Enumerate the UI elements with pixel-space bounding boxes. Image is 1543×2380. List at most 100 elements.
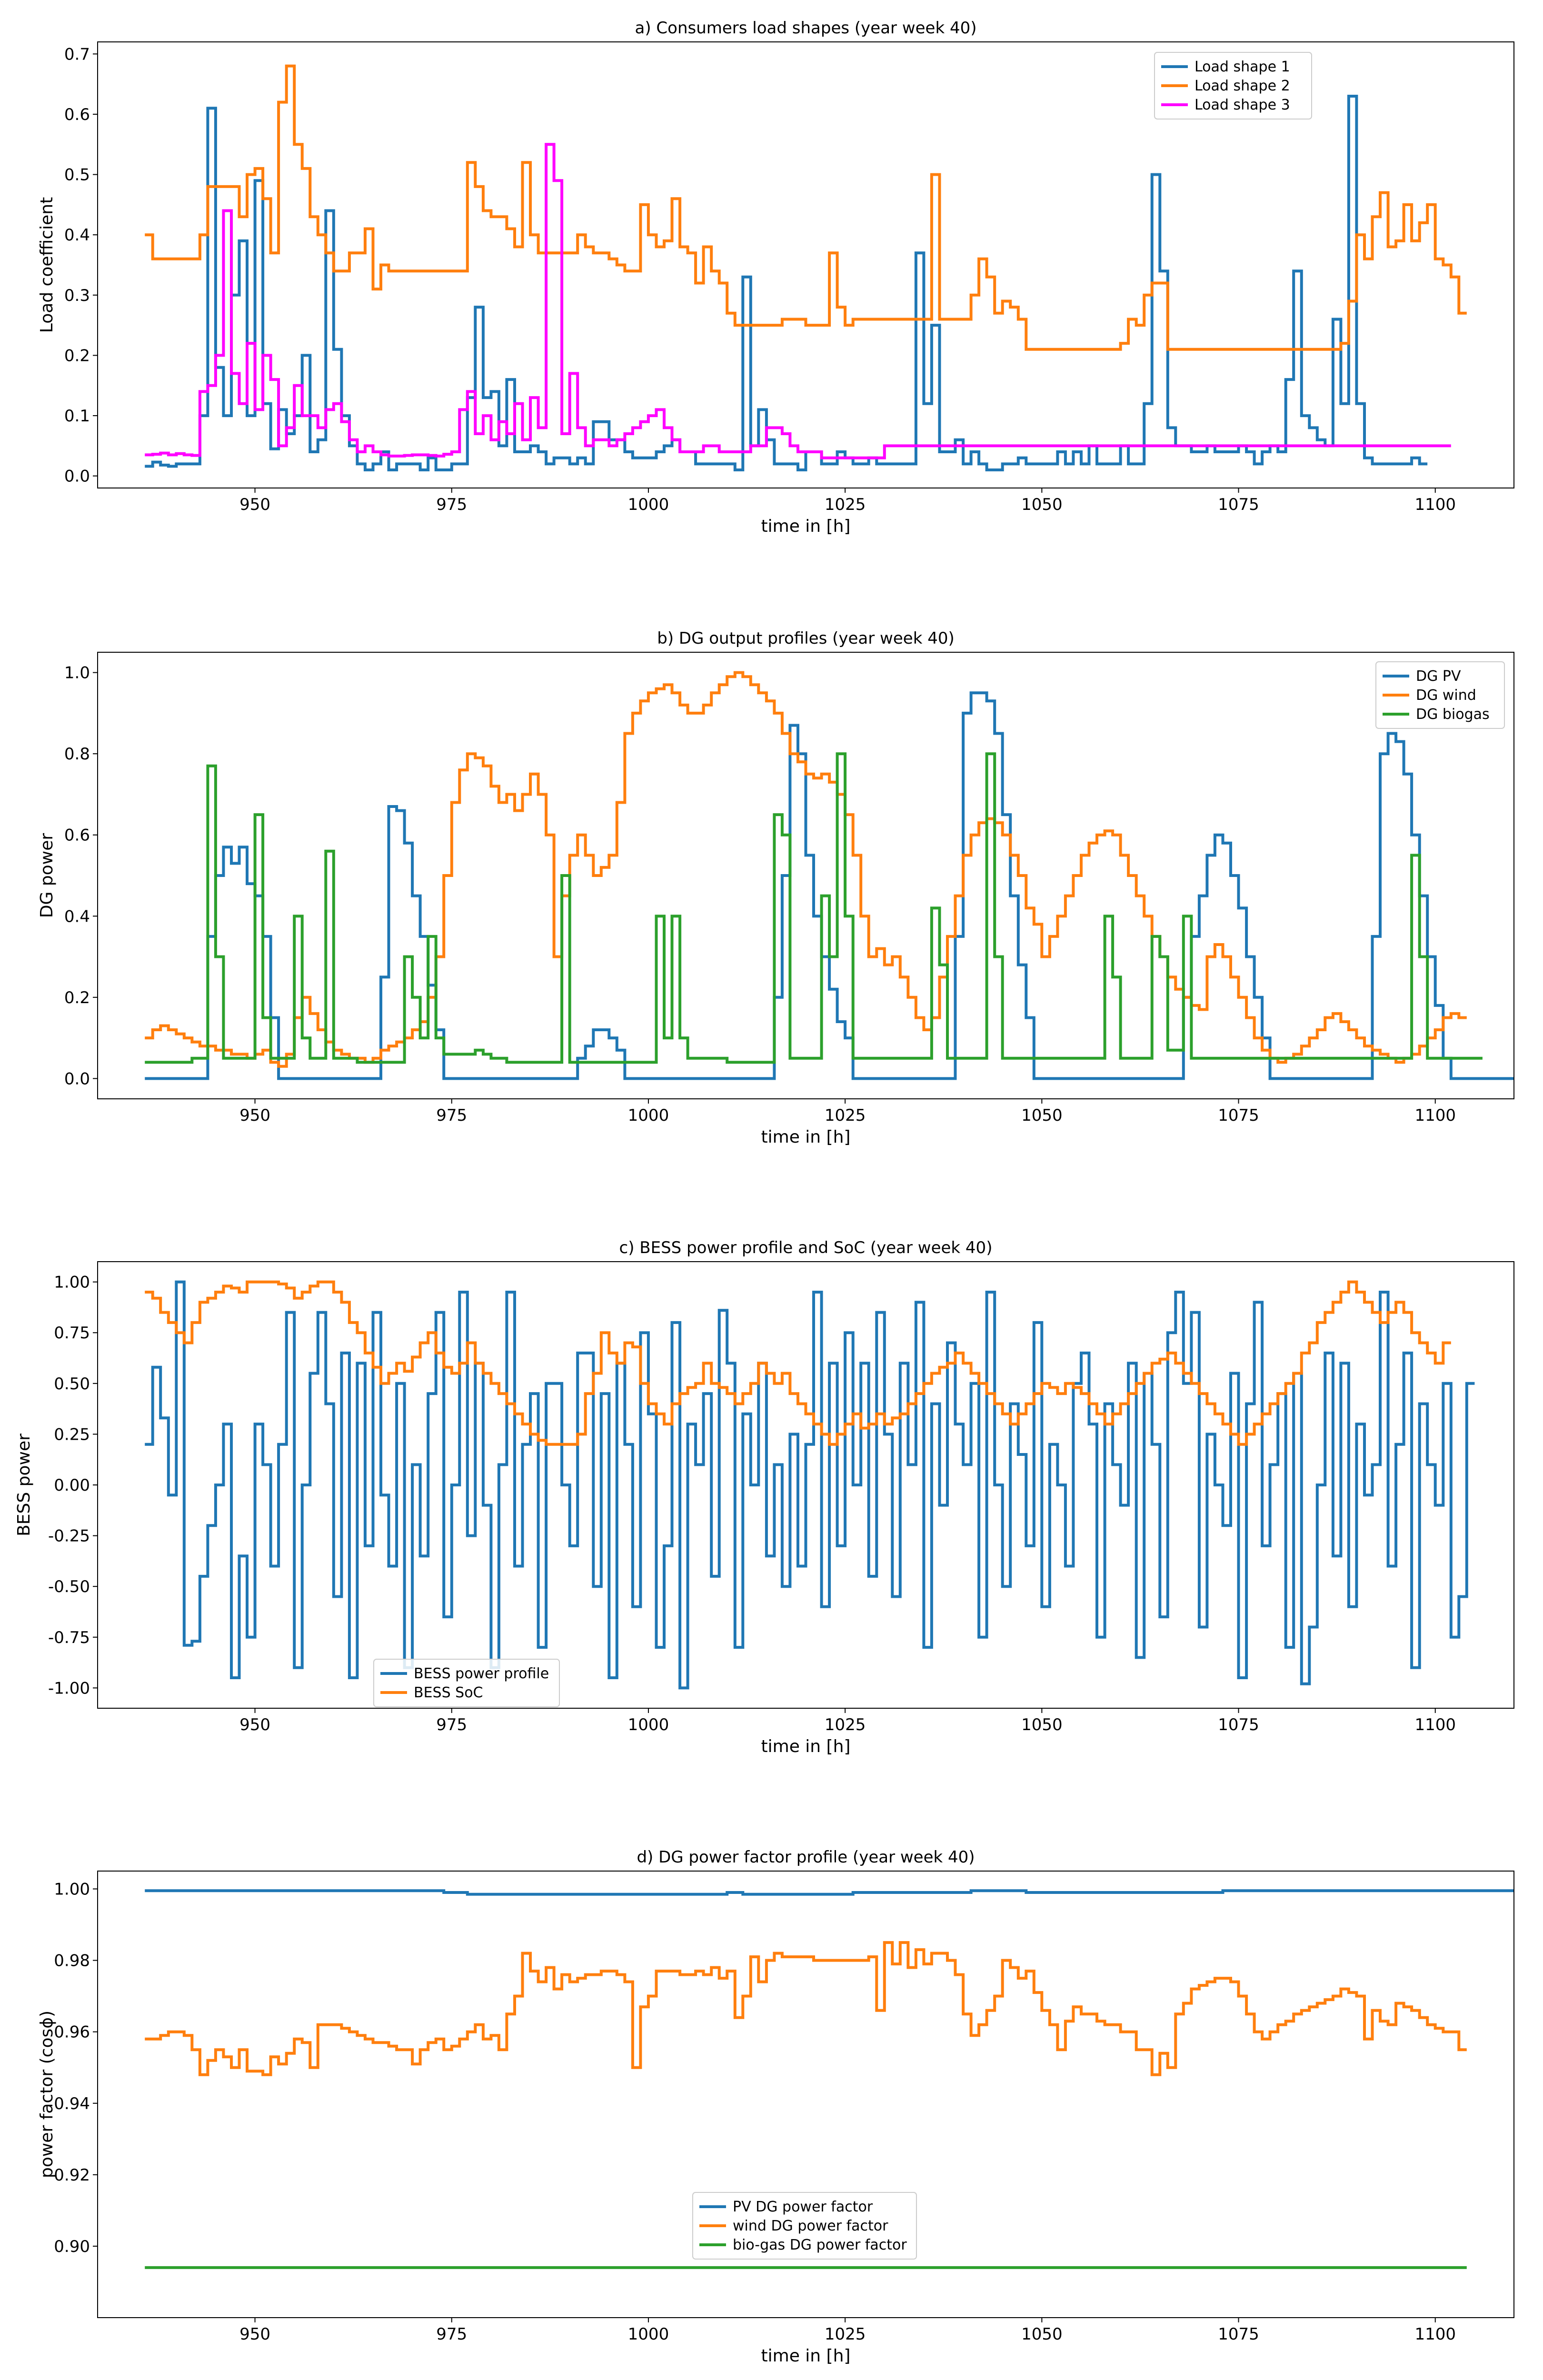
y-tick-label: 1.00 bbox=[54, 1880, 90, 1899]
chart-panel-2: b) DG output profiles (year week 40) 950 9… bbox=[37, 629, 1514, 1147]
x-tick-label: 950 bbox=[239, 2325, 270, 2344]
y-tick-label: -0.25 bbox=[48, 1527, 90, 1546]
x-tick-label: 1075 bbox=[1218, 495, 1259, 514]
y-tick-label: 1.00 bbox=[54, 1273, 90, 1292]
y-tick-label: 0.4 bbox=[64, 907, 90, 926]
legend: PV DG power factor wind DG power factor bi… bbox=[692, 2192, 917, 2260]
y-tick-label: 1.0 bbox=[64, 664, 90, 683]
y-tick-label: 0.1 bbox=[64, 407, 90, 426]
legend-label: BESS power profile bbox=[414, 1665, 549, 1682]
legend: BESS power profile BESS SoC bbox=[373, 1659, 560, 1707]
x-tick-label: 950 bbox=[239, 1715, 270, 1734]
legend: Load shape 1 Load shape 2 Load shape 3 bbox=[1154, 52, 1312, 119]
chart-panel-1: a) Consumers load shapes (year week 40) 9… bbox=[37, 19, 1514, 536]
y-tick-label: 0.00 bbox=[54, 1476, 90, 1495]
y-tick-label: 0.3 bbox=[64, 286, 90, 305]
y-axis-label: power factor (cosϕ) bbox=[37, 2011, 57, 2178]
y-tick-label: 0.25 bbox=[54, 1425, 90, 1444]
x-tick-label: 950 bbox=[239, 1106, 270, 1125]
y-tick-label: 0.98 bbox=[54, 1952, 90, 1971]
y-tick-label: 0.7 bbox=[64, 45, 90, 64]
y-axis-label: Load coefficient bbox=[37, 197, 57, 333]
y-tick-label: -0.50 bbox=[48, 1577, 90, 1596]
y-tick-label: 0.8 bbox=[64, 745, 90, 764]
series-line-1 bbox=[145, 1280, 1475, 1690]
y-tick-label: 0.96 bbox=[54, 2023, 90, 2042]
legend-label: DG PV bbox=[1416, 668, 1461, 685]
x-tick-label: 1050 bbox=[1021, 495, 1063, 514]
x-tick-label: 1025 bbox=[825, 1715, 866, 1734]
chart-panel-3: c) BESS power profile and SoC (year week… bbox=[14, 1238, 1514, 1756]
y-tick-label: 0.2 bbox=[64, 988, 90, 1007]
legend-label: Load shape 2 bbox=[1195, 78, 1290, 94]
x-axis-label: time in [h] bbox=[761, 517, 851, 536]
series-line-1 bbox=[145, 95, 1428, 471]
y-tick-label: -1.00 bbox=[48, 1679, 90, 1698]
x-tick-label: 1050 bbox=[1021, 2325, 1063, 2344]
plot-frame bbox=[97, 41, 1514, 488]
legend-label: PV DG power factor bbox=[733, 2199, 873, 2215]
x-axis-label: time in [h] bbox=[761, 2346, 851, 2366]
x-tick-label: 1000 bbox=[628, 495, 669, 514]
plot-frame bbox=[97, 652, 1514, 1099]
y-tick-label: 0.6 bbox=[64, 105, 90, 124]
chart-panel-4: d) DG power factor profile (year week 40… bbox=[37, 1848, 1514, 2366]
y-axis-label: BESS power bbox=[14, 1434, 34, 1536]
y-tick-label: 0.92 bbox=[54, 2166, 90, 2185]
legend-box bbox=[1375, 661, 1505, 729]
x-tick-label: 1075 bbox=[1218, 1106, 1259, 1125]
legend-label: DG biogas bbox=[1416, 706, 1490, 723]
x-tick-label: 1050 bbox=[1021, 1106, 1063, 1125]
x-tick-label: 950 bbox=[239, 495, 270, 514]
x-axis-label: time in [h] bbox=[761, 1127, 851, 1147]
x-tick-label: 1100 bbox=[1414, 2325, 1456, 2344]
chart-title: d) DG power factor profile (year week 40… bbox=[637, 1848, 975, 1867]
x-tick-label: 1100 bbox=[1414, 1106, 1456, 1125]
series-line-1 bbox=[145, 691, 1514, 1080]
legend-label: Load shape 1 bbox=[1195, 59, 1290, 75]
plot-frame bbox=[97, 1871, 1514, 2318]
series-line-3 bbox=[145, 143, 1451, 459]
legend: DG PV DG wind DG biogas bbox=[1375, 661, 1505, 729]
y-tick-label: 0.0 bbox=[64, 467, 90, 486]
series-line-2 bbox=[145, 671, 1467, 1068]
series-line-3 bbox=[145, 752, 1483, 1064]
x-tick-label: 1075 bbox=[1218, 1715, 1259, 1734]
chart-title: c) BESS power profile and SoC (year week… bbox=[619, 1238, 993, 1257]
series-line-2 bbox=[145, 1941, 1467, 2076]
legend-box bbox=[692, 2192, 917, 2260]
y-tick-label: 0.94 bbox=[54, 2094, 90, 2113]
x-tick-label: 1075 bbox=[1218, 2325, 1259, 2344]
legend-label: BESS SoC bbox=[414, 1684, 483, 1701]
y-tick-label: 0.5 bbox=[64, 166, 90, 185]
series-line-2 bbox=[145, 1280, 1451, 1446]
legend-label: wind DG power factor bbox=[733, 2218, 888, 2234]
y-tick-label: 0.2 bbox=[64, 346, 90, 365]
series-line-2 bbox=[145, 64, 1467, 351]
x-tick-label: 975 bbox=[436, 495, 467, 514]
x-tick-label: 975 bbox=[436, 1715, 467, 1734]
y-tick-label: 0.90 bbox=[54, 2237, 90, 2256]
x-tick-label: 1025 bbox=[825, 1106, 866, 1125]
x-tick-label: 1000 bbox=[628, 1106, 669, 1125]
y-tick-label: 0.75 bbox=[54, 1324, 90, 1343]
series-line-1 bbox=[145, 1889, 1514, 1896]
y-tick-label: 0.6 bbox=[64, 826, 90, 845]
x-tick-label: 1000 bbox=[628, 1715, 669, 1734]
chart-title: a) Consumers load shapes (year week 40) bbox=[635, 19, 977, 38]
x-tick-label: 1000 bbox=[628, 2325, 669, 2344]
x-tick-label: 1025 bbox=[825, 495, 866, 514]
y-tick-label: -0.75 bbox=[48, 1628, 90, 1647]
x-tick-label: 1050 bbox=[1021, 1715, 1063, 1734]
x-tick-label: 1100 bbox=[1414, 495, 1456, 514]
legend-box bbox=[1154, 52, 1312, 119]
legend-label: bio-gas DG power factor bbox=[733, 2237, 907, 2253]
x-tick-label: 975 bbox=[436, 1106, 467, 1125]
y-tick-label: 0.4 bbox=[64, 226, 90, 245]
legend-label: Load shape 3 bbox=[1195, 97, 1290, 113]
chart-title: b) DG output profiles (year week 40) bbox=[657, 629, 954, 648]
legend-label: DG wind bbox=[1416, 687, 1476, 704]
y-tick-label: 0.50 bbox=[54, 1374, 90, 1394]
x-tick-label: 1025 bbox=[825, 2325, 866, 2344]
